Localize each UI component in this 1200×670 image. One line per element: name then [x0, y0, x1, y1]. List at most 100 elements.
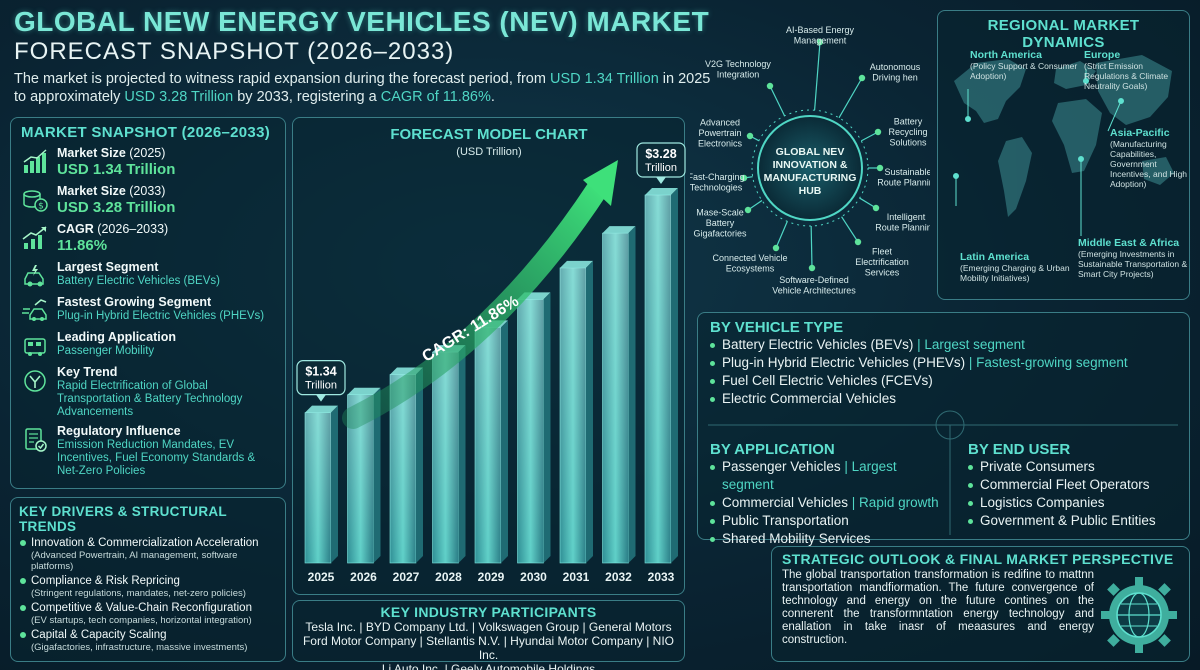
intro-end-value: USD 3.28 Trillion: [124, 89, 234, 105]
page-subtitle: FORECAST SNAPSHOT (2026–2033): [14, 38, 455, 65]
snapshot-leading-application: Leading Application Passenger Mobility: [21, 330, 275, 360]
bar-2032: [602, 226, 636, 564]
list-item: Fuel Cell Electric Vehicles (FCEVs): [710, 372, 1177, 390]
hub-connectors: [743, 41, 880, 269]
hub-connector: [810, 225, 813, 269]
region-north-america: North America (Policy Support & Consumer…: [970, 49, 1080, 81]
key-trend-value: Rapid Electrification of Global Transpor…: [57, 380, 243, 418]
driver-detail: (Advanced Powertrain, AI management, sof…: [31, 550, 238, 572]
list-item: Passenger Vehicles | Largest segment: [710, 458, 950, 494]
bar-shine: [432, 352, 459, 563]
hub-center-line1: GLOBAL NEV: [776, 146, 845, 158]
page-title: GLOBAL NEW ENERGY VEHICLES (NEV) MARKET: [14, 6, 710, 37]
snapshot-largest-segment: Largest Segment Battery Electric Vehicle…: [21, 260, 275, 290]
market-size-2033-year: (2033): [129, 184, 166, 198]
chart-x-labels: 2025 2026 2027 2028 2029 2030 2031 2032 2033: [308, 570, 675, 584]
speed-car-icon: [22, 299, 47, 321]
cagr-arrow: [342, 160, 618, 429]
cagr-arrow-head: [583, 160, 618, 206]
region-mea: Middle East & Africa (Emerging Investmen…: [1078, 237, 1190, 279]
chart-title: FORECAST MODEL CHART: [390, 126, 587, 143]
hub-connector: [841, 216, 859, 243]
list-item: Plug-in Hybrid Electric Vehicles (PHEVs)…: [710, 354, 1177, 372]
hub-node-label: Autonomous Driving hen: [870, 62, 921, 83]
bar-side: [628, 226, 636, 563]
region-name: Asia-Pacific: [1110, 127, 1170, 139]
snapshot-market-size-2033: $ Market Size (2033) USD 3.28 Trillion: [21, 184, 275, 217]
hub-connector: [813, 41, 821, 111]
bar-shine: [305, 412, 331, 563]
outlook-text: The global transportation transformation…: [782, 569, 1094, 646]
driver-heading: Competitive & Value-Chain Reconfiguratio…: [19, 602, 277, 615]
forecast-bar-chart: FORECAST MODEL CHART (USD Trillion) 2025…: [296, 126, 686, 584]
end-user-title: BY END USER: [968, 441, 1071, 458]
regional-dynamics-panel: REGIONAL MARKET DYNAMICS North America (…: [937, 10, 1190, 300]
largest-segment-value: Battery Electric Vehicles (BEVs): [57, 275, 220, 287]
bar-shine: [475, 327, 501, 563]
driver-item: Innovation & Commercialization Accelerat…: [19, 537, 277, 572]
hub-node-dot: [872, 204, 880, 212]
hub-node-dot: [876, 164, 884, 172]
bar-side: [373, 387, 381, 563]
segments-panel: BY VEHICLE TYPE Battery Electric Vehicle…: [697, 312, 1190, 546]
outlook-title: STRATEGIC OUTLOOK & FINAL MARKET PERSPEC…: [782, 551, 1174, 567]
participants-line: Ford Motor Company | Stellantis N.V. | H…: [302, 634, 675, 662]
intro-mid: in 2025 to approximately: [14, 71, 711, 105]
bar-top: [347, 387, 381, 395]
list-item: Government & Public Entities: [968, 512, 1183, 530]
driver-heading: Compliance & Risk Repricing: [19, 575, 277, 588]
bar-shine: [560, 267, 586, 563]
x-tick-label: 2030: [520, 570, 547, 584]
trend-up-icon: [22, 226, 47, 249]
bar-2033: [644, 188, 678, 564]
cagr-period: (2026–2033): [97, 222, 169, 236]
snapshot-regulatory: Regulatory Influence Emission Reduction …: [21, 424, 275, 478]
x-tick-label: 2032: [605, 570, 632, 584]
region-detail: (Emerging Charging & Urban Mobility Init…: [960, 263, 1070, 283]
application-title: BY APPLICATION: [710, 441, 835, 458]
snapshot-market-size-2025: Market Size (2025) USD 1.34 Trillion: [21, 146, 275, 179]
region-name: Middle East & Africa: [1078, 237, 1180, 249]
region-name: Europe: [1084, 49, 1121, 61]
drivers-title: KEY DRIVERS & STRUCTURAL TRENDS: [19, 504, 227, 534]
hub-node-label: Fleet Electrification Services: [855, 247, 909, 278]
africa-shape: [1052, 99, 1102, 173]
hub-node-label: Fast-Charging Technologies: [690, 172, 745, 193]
bar-side: [671, 188, 678, 563]
segments-divider: [708, 410, 1178, 535]
region-detail: (Manufacturing Capabilities, Government …: [1110, 139, 1188, 189]
bar-growth-icon: [23, 149, 47, 173]
segment-name: Electric Commercial Vehicles: [722, 391, 897, 406]
segment-name: Passenger Vehicles: [722, 459, 841, 474]
hub-node-dot: [874, 128, 882, 136]
bar-top: [645, 188, 678, 195]
driver-detail: (EV startups, tech companies, horizontal…: [31, 615, 252, 626]
cagr-value: 11.86%: [57, 237, 108, 254]
segment-name: Commercial Vehicles: [722, 495, 849, 510]
bar-side: [331, 405, 338, 563]
hub-node-label: Mase-Scale Battery Gigafactories: [693, 208, 747, 239]
list-item: Private Consumers: [968, 458, 1183, 476]
south-america-shape: [998, 137, 1032, 217]
hub-nodes: AI-Based Energy Management Autonomous Drivi…: [687, 25, 938, 296]
region-europe: Europe (Strict Emission Regulations & Cl…: [1084, 49, 1188, 91]
x-tick-label: 2031: [563, 570, 590, 584]
region-asia-pacific: Asia-Pacific (Manufacturing Capabilities…: [1110, 127, 1188, 189]
bar-2030: [517, 292, 551, 564]
end-user-section: BY END USER Private Consumers Commercial…: [968, 441, 1183, 530]
chart-subtitle: (USD Trillion): [456, 146, 521, 158]
hub-center-line2: INNOVATION &: [773, 159, 848, 171]
largest-segment-label: Largest Segment: [57, 260, 159, 274]
participants-line: Li Auto Inc. | Geely Automobile Holdings: [381, 662, 596, 670]
world-map: [953, 55, 1174, 236]
hub-center-ring: [757, 115, 863, 221]
data-label-pointer: [656, 177, 666, 184]
bar-2029: [474, 320, 508, 564]
cagr-arrow-shaft: [342, 177, 609, 429]
region-name: North America: [970, 49, 1042, 61]
list-item: Electric Commercial Vehicles: [710, 390, 1177, 408]
hub-node-label: AI-Based Energy Management: [786, 25, 855, 46]
